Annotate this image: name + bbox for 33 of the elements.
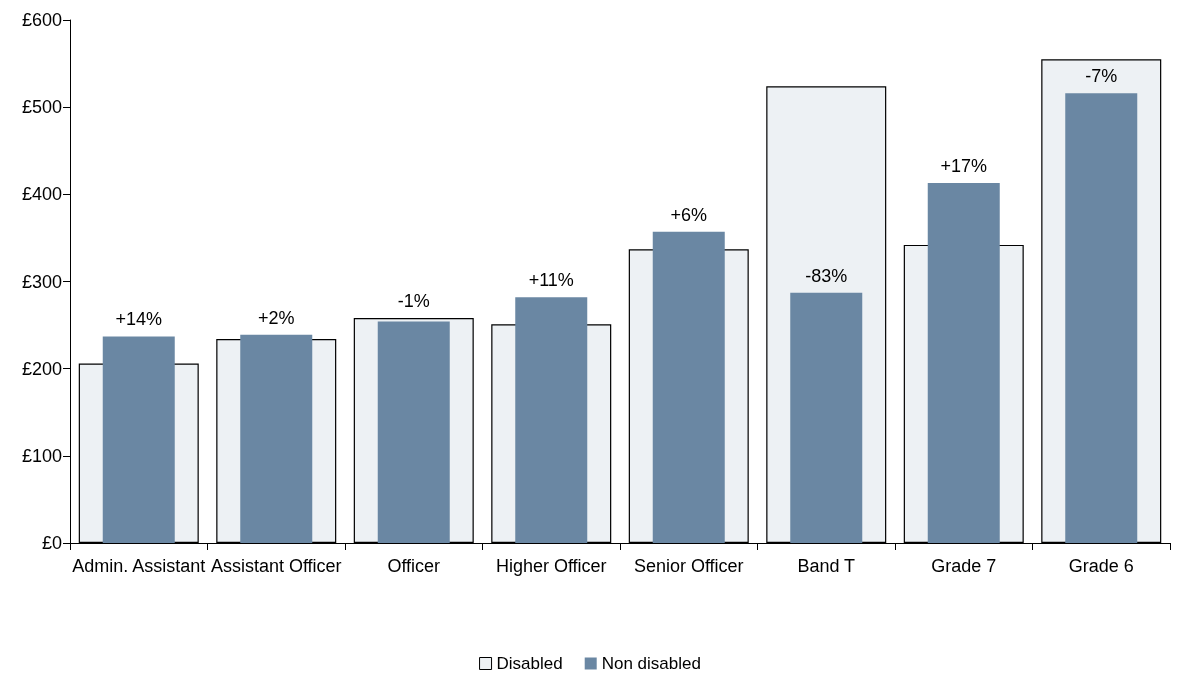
x-tick-label: Grade 7 xyxy=(931,556,997,576)
y-tick-label: £0 xyxy=(41,533,62,553)
annotation: +14% xyxy=(115,309,163,330)
x-tick-label: Senior Officer xyxy=(633,556,744,576)
x-tick-label: Grade 6 xyxy=(1068,556,1134,576)
bar xyxy=(790,292,863,543)
y-tick-label: £300 xyxy=(21,271,62,292)
bar xyxy=(1065,93,1138,543)
x-tick-label: Band T xyxy=(797,556,856,576)
bar xyxy=(652,231,725,543)
annotation: -83% xyxy=(805,265,848,286)
y-tick-label: £100 xyxy=(21,445,62,466)
legend-label: Non disabled xyxy=(601,654,701,673)
annotation: +11% xyxy=(528,270,574,291)
legend-label: Disabled xyxy=(496,654,563,673)
bar xyxy=(102,336,175,543)
annotation: -1% xyxy=(397,291,430,312)
bar xyxy=(377,321,450,543)
x-tick-label: Higher Officer xyxy=(495,556,607,576)
bar xyxy=(927,183,1000,543)
annotation: +6% xyxy=(670,204,708,225)
y-tick-label: £400 xyxy=(21,184,62,205)
y-tick-label: £600 xyxy=(21,10,62,30)
annotation: +2% xyxy=(257,307,295,328)
bar xyxy=(515,297,588,543)
x-tick-label: Admin. Assistant xyxy=(72,556,206,576)
x-tick-label: Officer xyxy=(387,556,441,576)
annotation: -7% xyxy=(1085,66,1118,87)
y-tick-label: £500 xyxy=(21,97,62,118)
annotation: +17% xyxy=(940,156,988,176)
bar xyxy=(240,334,313,543)
x-tick-label: Assistant Officer xyxy=(210,556,342,576)
y-tick-label: £200 xyxy=(21,358,62,379)
